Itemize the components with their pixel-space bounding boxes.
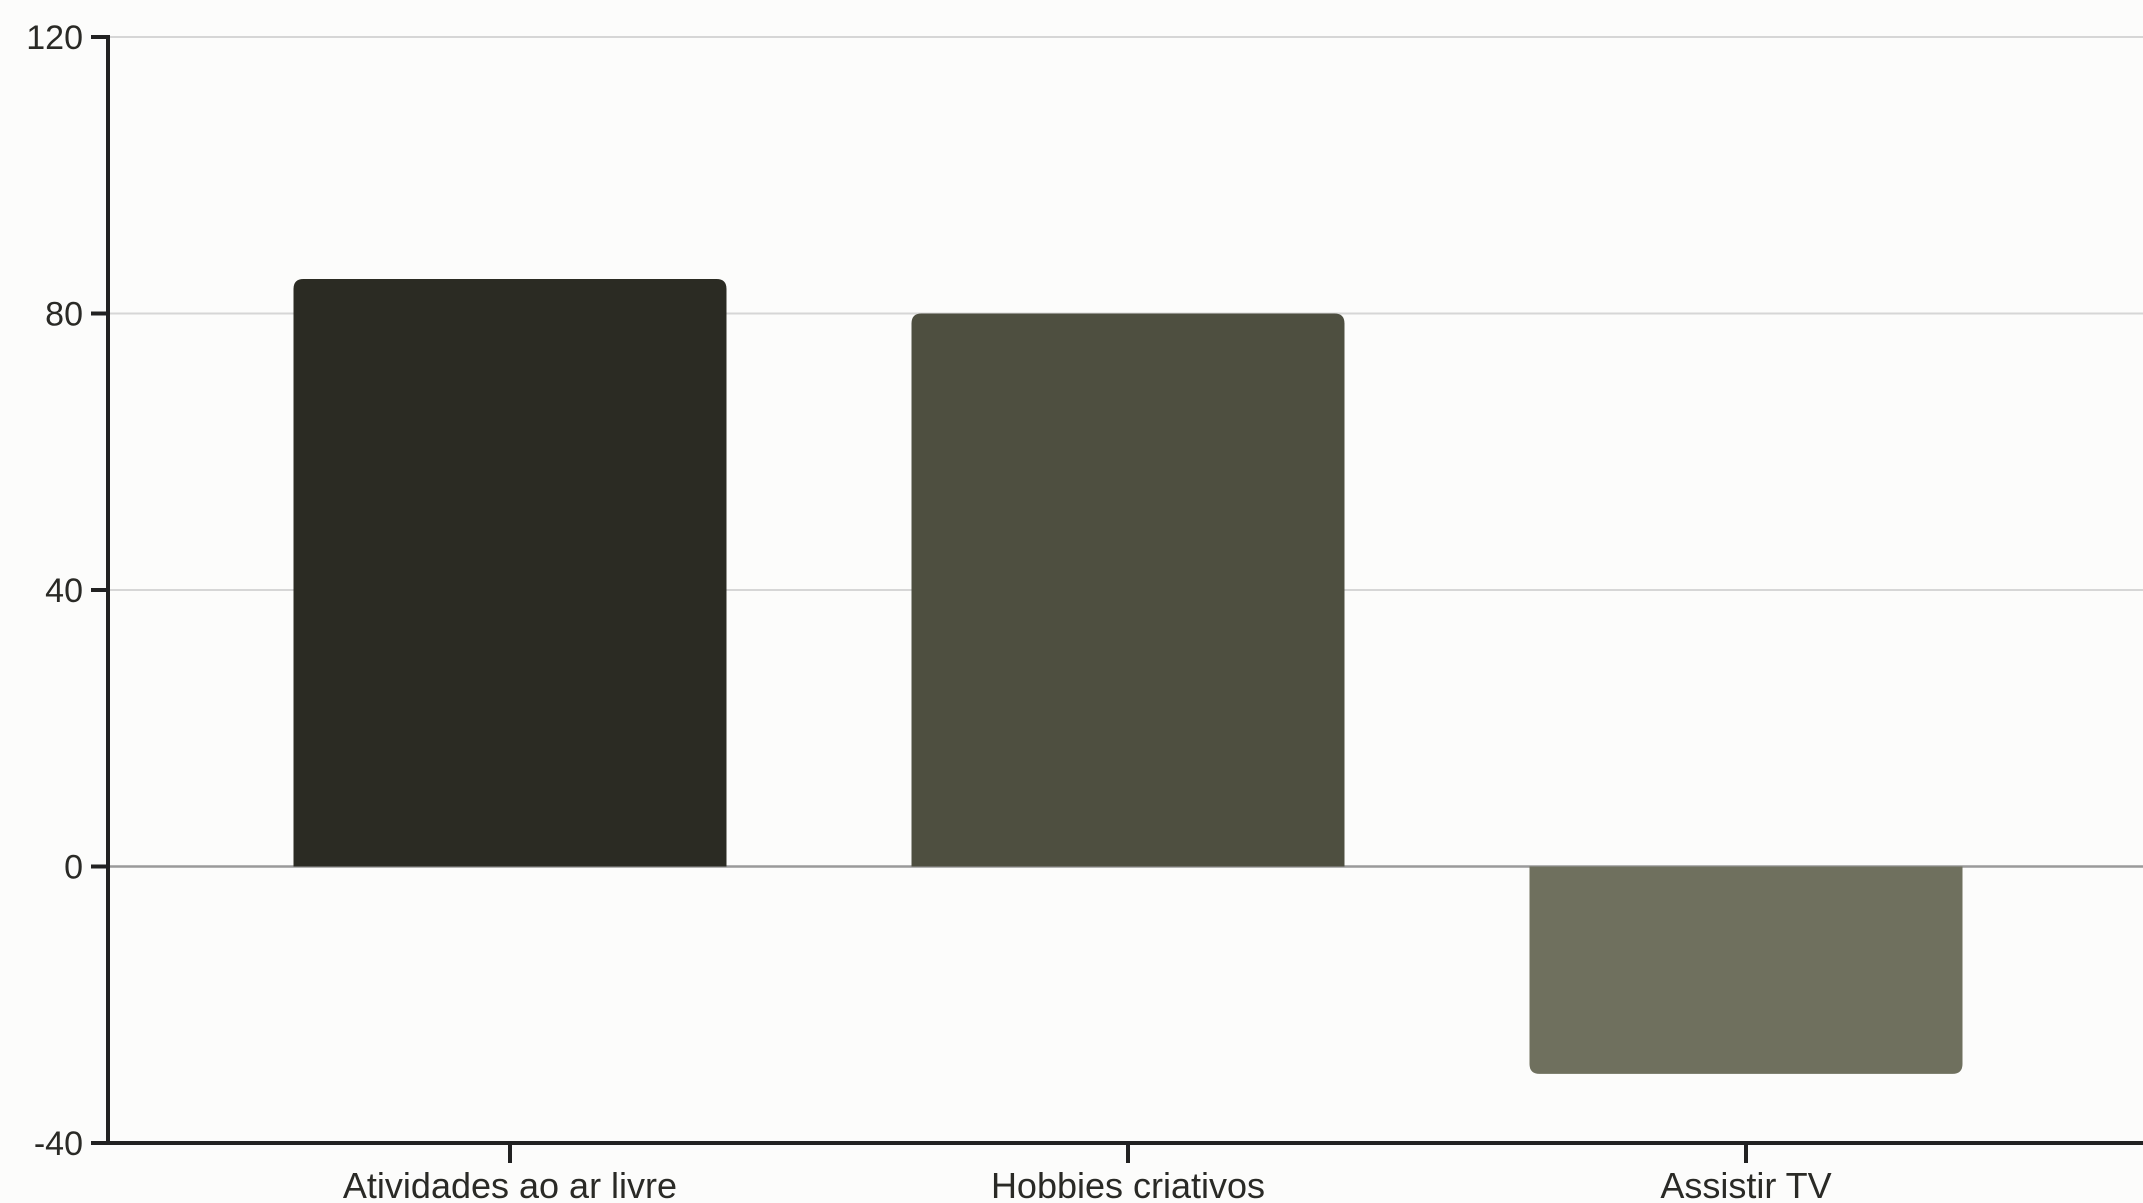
y-tick-label: 120 — [26, 19, 83, 57]
x-tick-label: Hobbies criativos — [991, 1165, 1265, 1203]
axes — [91, 35, 2143, 1163]
y-tick-label: -40 — [34, 1125, 83, 1163]
bar-hobbies-criativos — [911, 313, 1345, 867]
bars — [293, 278, 1963, 1074]
x-tick-label: Atividades ao ar livre — [343, 1165, 677, 1203]
bar-assistir-tv — [1529, 866, 1963, 1074]
y-tick-label: 80 — [45, 296, 83, 334]
y-tick-label: 40 — [45, 572, 83, 610]
bar-atividades-ao-ar-livre — [293, 278, 727, 867]
tick-labels: -40 0 40 80 120 Atividades ao ar livre Hobbies… — [26, 19, 1831, 1203]
x-tick-label: Assistir TV — [1660, 1165, 1831, 1203]
y-tick-label: 0 — [64, 849, 83, 887]
